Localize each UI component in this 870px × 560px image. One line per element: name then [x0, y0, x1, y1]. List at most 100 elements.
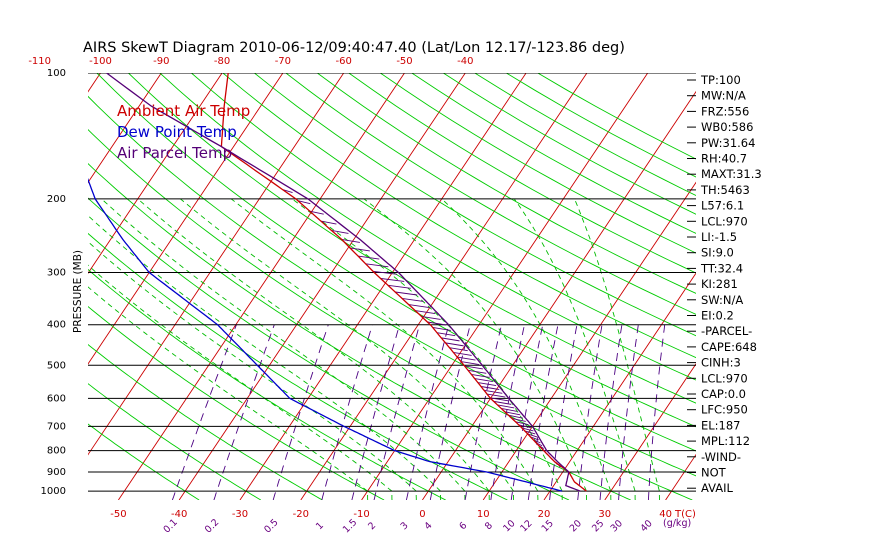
bottom-temperature-tick-label: -40 [171, 509, 187, 520]
pressure-tick-label: 500 [47, 360, 66, 371]
cape-hatch-line [464, 365, 483, 370]
cape-hatch-line [349, 247, 370, 252]
dry-adiabat-line [88, 129, 693, 500]
isotherm-line [543, 272, 696, 500]
stat-value: L57:6.1 [701, 199, 744, 213]
isotherm-line [88, 73, 284, 365]
mixing-ratio-line [647, 324, 666, 500]
stat-value: PW:31.64 [701, 136, 755, 150]
cape-hatch-line [453, 352, 472, 356]
moist-adiabat-line [363, 198, 588, 500]
top-temperature-tick-label: -40 [457, 56, 473, 67]
bottom-temperature-tick-label: 10 [477, 509, 490, 520]
bottom-temperature-tick-label: -50 [110, 509, 126, 520]
stat-value: -WIND- [701, 450, 741, 464]
stat-value: EL:187 [701, 418, 741, 432]
ambient-air-temp-line [220, 73, 587, 492]
cape-hatch-line [320, 220, 337, 225]
isotherm-line [0, 73, 40, 500]
cape-hatch-line [501, 407, 518, 412]
cape-hatch-line [521, 427, 534, 432]
moist-adiabat-line [180, 198, 515, 500]
cape-hatch-line [365, 263, 389, 268]
mixing-ratio-tick-label: 20 [568, 518, 584, 534]
mixing-ratio-line [577, 324, 603, 500]
bottom-temperature-tick-label: 40 [659, 509, 672, 520]
cape-hatch-line [297, 200, 311, 205]
moist-adiabat-line [230, 198, 539, 500]
mixing-ratio-line [213, 324, 275, 500]
dry-adiabat-line [159, 73, 696, 404]
mixing-ratio-tick-label: 3 [399, 520, 411, 532]
stat-value: KI:281 [701, 277, 738, 291]
cape-hatch-line [493, 400, 512, 405]
top-temperature-tick-label: -110 [28, 56, 51, 67]
dry-adiabat-line [222, 73, 696, 359]
isotherm-line [178, 73, 466, 500]
pressure-tick-label: 100 [47, 68, 66, 79]
mixing-ratio-tick-label: 0.5 [262, 517, 280, 535]
cape-hatch-line [415, 310, 436, 315]
mixing-ratio-tick-label: 2 [366, 520, 378, 532]
stat-value: LI:-1.5 [701, 230, 737, 244]
top-temperature-tick-label: -100 [89, 56, 112, 67]
top-temperature-tick-label: -70 [275, 56, 291, 67]
legend-air-parcel-temp: Air Parcel Temp [117, 144, 232, 162]
pressure-tick-label: 900 [47, 467, 66, 478]
mixing-ratio-line [171, 324, 237, 500]
mixing-ratio-tick-label: 12 [518, 518, 534, 534]
stat-value: TT:32.4 [700, 261, 743, 275]
cape-hatch-line [357, 255, 380, 260]
top-temperature-tick-label: -90 [153, 56, 169, 67]
pressure-tick-label: 600 [47, 393, 66, 404]
legend-dew-point-temp: Dew Point Temp [117, 123, 237, 141]
cape-hatch-line [483, 389, 503, 394]
mixing-ratio-line [490, 324, 525, 500]
pressure-tick-labels: 100 200 300 400 500 600 700 800 900 1000 [41, 68, 66, 497]
mixing-ratio-line [272, 324, 329, 500]
mixing-ratio-line [527, 324, 559, 500]
moist-adiabat-line [101, 198, 466, 500]
dew-point-temp-line [88, 177, 563, 492]
cape-hatch-line [436, 332, 456, 337]
cape-hatch-line [474, 378, 493, 383]
cape-hatch-line [508, 414, 524, 419]
mixing-ratio-tick-label: 30 [609, 518, 625, 534]
mixing-ratio-tick-label: 8 [483, 520, 495, 532]
cape-hatch-line [504, 411, 521, 416]
moist-adiabat-lines [88, 198, 660, 500]
top-temperature-tick-label: -60 [336, 56, 352, 67]
y-axis-label: PRESSURE (MB) [72, 250, 84, 333]
top-temperature-tick-label: -50 [396, 56, 412, 67]
dry-adiabat-line [88, 232, 508, 500]
profile-series [88, 73, 587, 492]
mixing-ratio-line [618, 324, 639, 500]
moist-adiabat-line [88, 264, 393, 500]
bottom-temperature-tick-label: 20 [538, 509, 551, 520]
mixing-ratio-line [429, 324, 471, 500]
cape-hatch-line [445, 342, 464, 347]
cape-hatch [282, 189, 561, 468]
bottom-temperature-tick-label: -10 [353, 509, 369, 520]
stat-value: SW:N/A [701, 293, 743, 307]
mixing-ratio-tick-label: 25 [590, 518, 606, 534]
moist-adiabat-line [137, 198, 490, 500]
diagram-grid [0, 73, 696, 500]
mixing-ratio-tick-label: 6 [457, 520, 469, 532]
mixing-ratio-line [405, 324, 450, 500]
cape-hatch-line [380, 278, 405, 282]
stat-value: LFC:950 [701, 403, 748, 417]
mixing-ratio-tick-label: 1 [314, 520, 326, 532]
pressure-tick-label: 300 [47, 268, 66, 279]
dry-adiabat-line [96, 73, 696, 452]
chart-title: AIRS SkewT Diagram 2010-06-12/09:40:47.4… [83, 40, 625, 56]
stat-value: CAPE:648 [701, 340, 757, 354]
cape-hatch-line [427, 321, 447, 326]
cape-hatch-line [372, 270, 398, 275]
dry-adiabat-line [443, 73, 696, 215]
cape-hatch-line [331, 230, 349, 234]
moist-adiabat-line [88, 241, 417, 500]
mixing-ratio-tick-label: 0.2 [203, 517, 221, 535]
dry-adiabat-line [88, 163, 631, 500]
